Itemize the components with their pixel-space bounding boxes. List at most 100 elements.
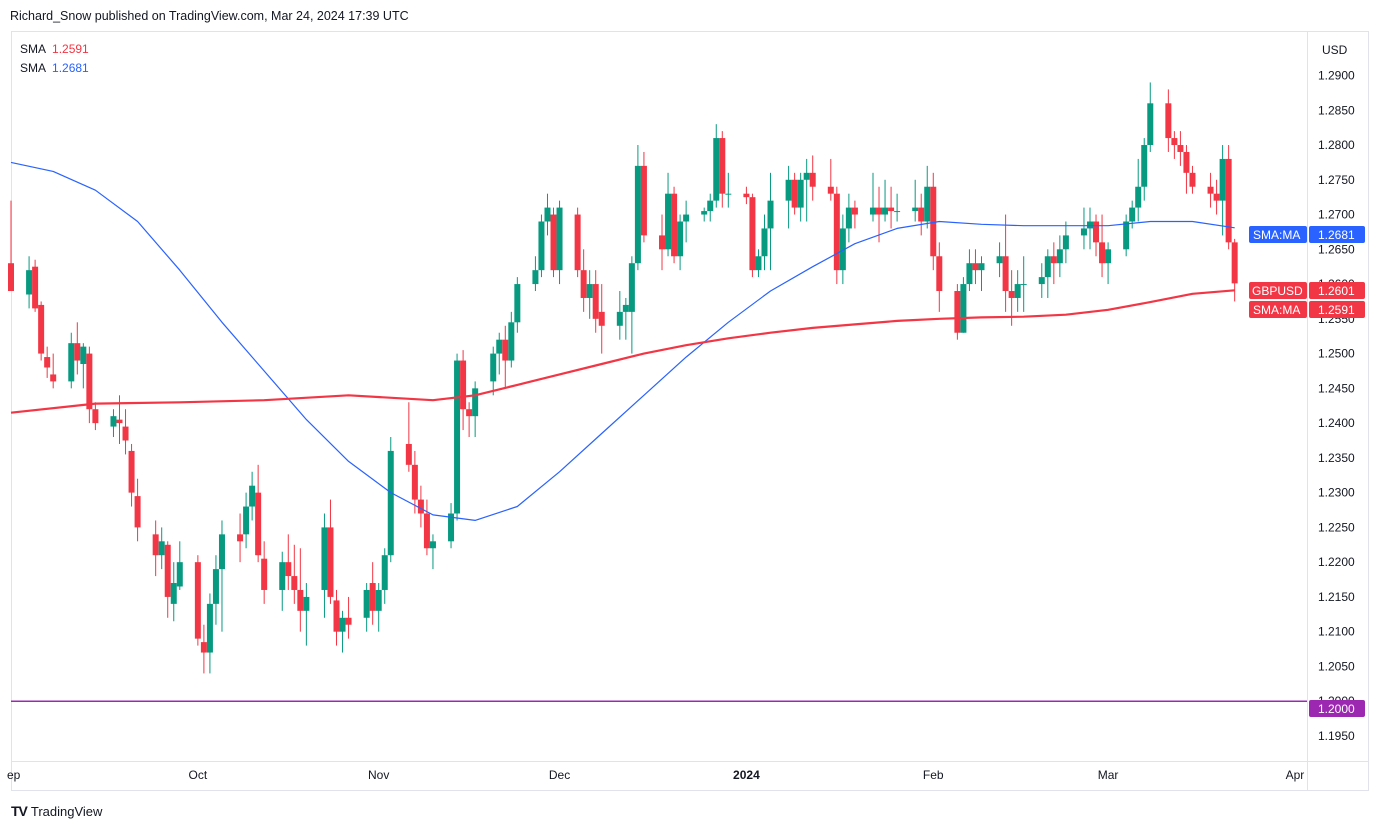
candle [1219, 145, 1226, 236]
candle-body [502, 339, 509, 361]
candle [592, 270, 599, 333]
tradingview-brand: TradingView [30, 803, 103, 819]
candle-body [966, 263, 973, 285]
candle-body [1044, 256, 1051, 278]
candle-body [1219, 158, 1226, 201]
price-tick-label: 1.2750 [1318, 173, 1355, 187]
candle [212, 555, 219, 625]
candle [1002, 214, 1009, 312]
candle [1207, 172, 1214, 208]
candle [411, 450, 418, 514]
candle-body [930, 186, 937, 257]
candle [839, 214, 846, 285]
sma-red-tag-label-bg [1249, 301, 1307, 318]
sma-red-tag: SMA:MA 1.2591 [1249, 301, 1365, 318]
candle-body [1050, 256, 1057, 264]
candle [719, 131, 726, 208]
candle-body [761, 228, 768, 257]
candle [930, 172, 937, 271]
publisher-header: Richard_Snow published on TradingView.co… [10, 9, 409, 23]
candle-body [496, 339, 503, 354]
candle-body [176, 562, 183, 587]
price-tick-label: 1.2150 [1318, 590, 1355, 604]
price-tick-label: 1.2050 [1318, 659, 1355, 673]
candle [761, 214, 768, 271]
candle-body [134, 496, 141, 528]
price-tick-label: 1.2700 [1318, 208, 1355, 222]
time-tick-label: Feb [923, 768, 944, 782]
price-tick-label: 1.2650 [1318, 242, 1355, 256]
legend-sma-red-name: SMA [20, 42, 47, 56]
sma-blue-tag-label: SMA:MA [1253, 228, 1300, 242]
price-tick-label: 1.2200 [1318, 555, 1355, 569]
candle-body [1062, 235, 1069, 250]
candle [1213, 179, 1220, 215]
candle-body [369, 583, 376, 611]
candle-body [327, 527, 334, 597]
legend-row-sma-red[interactable]: SMA 1.2591 [20, 40, 89, 59]
candle-body [1135, 186, 1142, 208]
price-axis[interactable]: USD 1.2900 1.2850 1.2800 1.2750 1.2700 1.2650… [1307, 31, 1356, 791]
candle-body [833, 193, 840, 271]
price-tag-label-bg [1249, 282, 1307, 299]
candle-body [116, 419, 123, 424]
candle [882, 179, 889, 222]
candle [894, 193, 901, 222]
candle [1044, 249, 1051, 298]
candle-body [375, 589, 382, 611]
candle [297, 548, 304, 632]
candle-body [918, 207, 925, 222]
candle-body [206, 603, 213, 653]
candle [538, 214, 545, 278]
candle [622, 297, 629, 340]
candle [978, 256, 985, 292]
legend-row-sma-blue[interactable]: SMA 1.2681 [20, 59, 89, 78]
time-tick-label: ep [7, 768, 21, 782]
candle [827, 158, 834, 201]
time-axis[interactable]: ep Oct Nov Dec 2024 Feb Mar Apr [7, 761, 1369, 783]
candle [321, 513, 328, 618]
candle [960, 277, 967, 333]
candle [659, 214, 666, 271]
candle [417, 485, 424, 528]
candle [38, 301, 45, 361]
candle-body [749, 197, 756, 271]
price-tick-label: 1.2500 [1318, 347, 1355, 361]
candle [1105, 242, 1112, 285]
time-tick-label: 2024 [733, 768, 760, 782]
candle [502, 325, 509, 389]
candle-body [297, 589, 304, 611]
candle [544, 193, 551, 236]
candle-body [839, 228, 846, 271]
candle-body [912, 207, 919, 212]
candle [1129, 200, 1136, 229]
candle [767, 172, 774, 271]
candle-body [592, 284, 599, 319]
candle [164, 541, 171, 618]
candle [876, 186, 883, 243]
candle-body [249, 485, 256, 507]
candle [665, 172, 672, 257]
candle-body [659, 235, 666, 250]
currency-label[interactable]: USD [1322, 43, 1348, 57]
candle-body [152, 534, 159, 556]
candle-body [634, 165, 641, 264]
candle [912, 179, 919, 222]
candle [460, 350, 467, 431]
candle [628, 256, 635, 354]
candle [707, 193, 714, 222]
candle [713, 124, 720, 208]
candle-body [1189, 172, 1196, 187]
candle [1225, 145, 1232, 250]
tradingview-footer[interactable]: TV TradingView [11, 803, 102, 819]
candle [1062, 221, 1069, 264]
candle-body [1056, 249, 1063, 264]
candle [1086, 207, 1093, 250]
candle [888, 186, 895, 229]
candle [176, 541, 183, 590]
candle-body [924, 186, 931, 222]
tradingview-logo-icon: TV [11, 803, 28, 819]
candle [1171, 131, 1178, 159]
candle-body [1207, 186, 1214, 194]
